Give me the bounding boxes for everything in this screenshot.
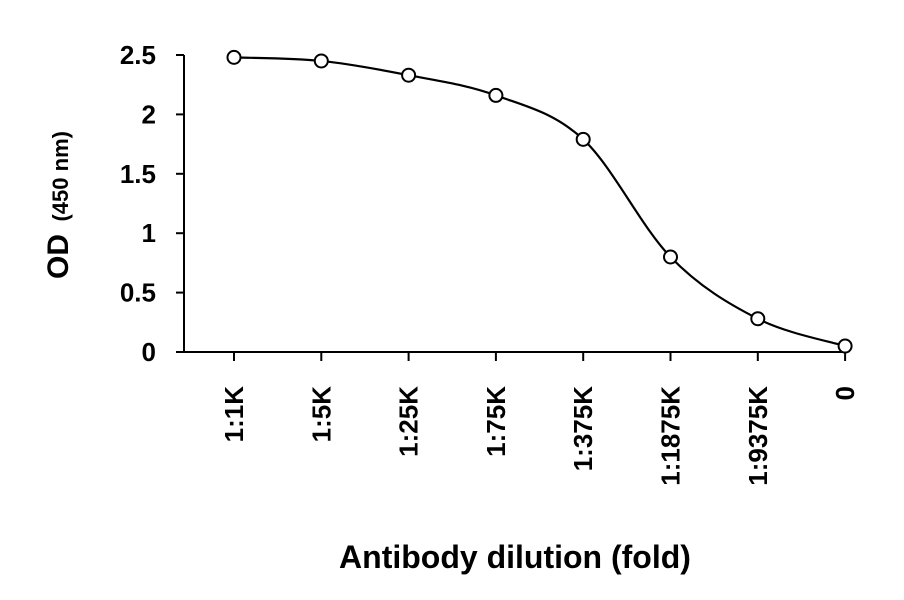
x-axis-title: Antibody dilution (fold) (339, 539, 691, 575)
data-points-layer (226, 49, 853, 354)
x-tick-label: 1:1875K (656, 386, 686, 486)
y-tick-label: 0 (142, 337, 156, 367)
x-tick-label: 1:25K (394, 386, 424, 457)
data-point (575, 131, 591, 147)
fit-curve-layer (233, 56, 846, 348)
y-axis: 0 0.5 1 1.5 2 2.5 (120, 40, 185, 367)
y-axis-title-unit: (450 nm) (48, 131, 73, 221)
data-point (750, 311, 766, 327)
x-axis: 1:1K 1:5K 1:25K 1:75K 1:375K 1:1875K 1:9375K 0 (184, 351, 860, 486)
data-point (837, 338, 853, 354)
y-axis-title-main: OD (42, 234, 75, 279)
data-point (313, 53, 329, 69)
y-tick-label: 1 (142, 218, 156, 248)
x-tick-label: 1:9375K (743, 386, 773, 486)
x-tick-label: 1:375K (568, 386, 598, 471)
data-point (663, 249, 678, 265)
x-tick-label: 1:5K (306, 386, 336, 443)
x-tick-label: 1:75K (481, 386, 511, 457)
y-tick-label: 1.5 (120, 159, 156, 189)
data-point (226, 49, 242, 65)
x-tick-label: 0 (830, 386, 860, 400)
data-point (488, 87, 504, 103)
fit-curve (233, 56, 846, 348)
y-tick-label: 2 (142, 99, 156, 129)
y-axis-title: OD (450 nm) (42, 131, 75, 279)
y-tick-label: 2.5 (120, 40, 156, 70)
data-point (401, 67, 417, 83)
y-tick-label: 0.5 (120, 278, 156, 308)
x-tick-label: 1:1K (219, 386, 249, 443)
